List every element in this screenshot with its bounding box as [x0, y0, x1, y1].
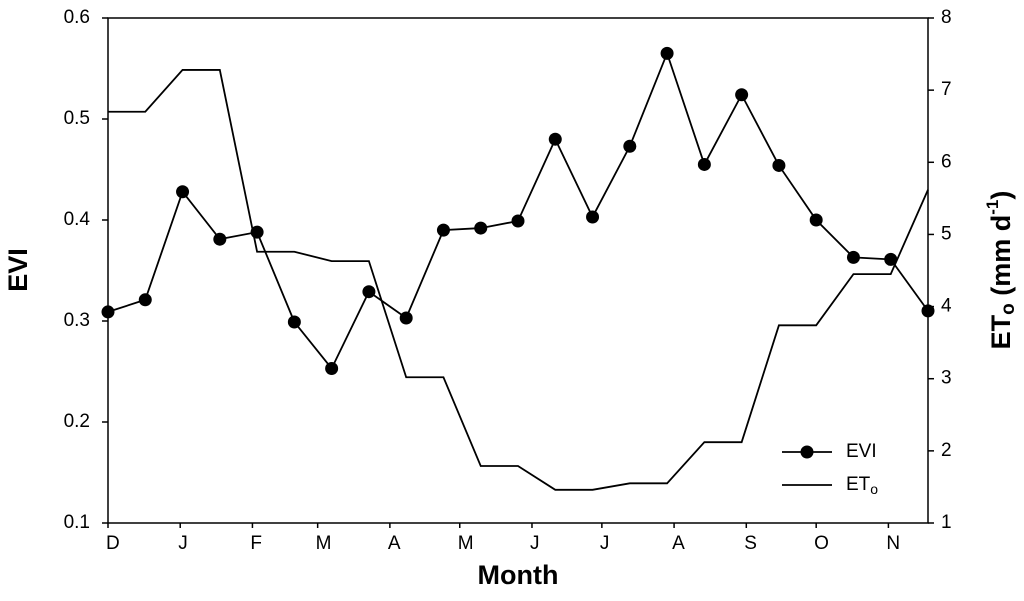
x-tick-label: A [388, 533, 401, 554]
y2-title-unit: (mm d [986, 215, 1016, 304]
series-line [107, 50, 929, 371]
marker [735, 88, 749, 102]
x-tick-label: N [886, 533, 900, 554]
marker [362, 285, 376, 299]
marker [660, 46, 674, 60]
marker [474, 221, 488, 235]
x-tick-label: D [106, 533, 120, 554]
legend-label-name: ET [846, 474, 871, 495]
marker [548, 132, 562, 146]
y2-title-end: ) [986, 191, 1016, 200]
x-tick-label: J [178, 533, 188, 554]
series-line [108, 69, 929, 491]
y2-tick-label: 3 [941, 368, 952, 389]
marker [101, 305, 115, 319]
marker [846, 250, 860, 264]
y2-tick-label: 8 [941, 7, 952, 28]
marker [399, 311, 413, 325]
marker [697, 157, 711, 171]
x-tick-label: A [672, 533, 685, 554]
marker [921, 304, 935, 318]
marker [884, 252, 898, 266]
y2-tick-label: 4 [941, 296, 952, 317]
x-axis-title: Month [478, 560, 559, 590]
x-tick-label: M [316, 533, 332, 554]
plot-frame [107, 17, 929, 524]
legend-label: ETo [846, 474, 878, 497]
marker [772, 158, 786, 172]
y2-title-sub: o [998, 303, 1019, 315]
x-tick-label: J [530, 533, 540, 554]
y-tick-label: 0.2 [64, 411, 90, 432]
y2-axis-title: ETo (mm d-1) [983, 191, 1019, 350]
legend-marker [800, 445, 814, 459]
y-tick-label: 0.6 [64, 7, 90, 28]
y2-tick-label: 5 [941, 223, 952, 244]
x-tick-label: O [814, 533, 829, 554]
marker [511, 214, 525, 228]
legend-label-sub: o [870, 481, 878, 497]
y-axis-title: EVI [3, 248, 33, 292]
x-tick-label: S [744, 533, 757, 554]
y-tick-label: 0.4 [64, 209, 91, 230]
marker [623, 139, 637, 153]
y-tick-label: 0.1 [64, 512, 90, 533]
marker [287, 315, 301, 329]
marker [436, 223, 450, 237]
y2-tick-label: 1 [941, 512, 952, 533]
y2-title-main: ET [986, 314, 1016, 349]
x-tick-label: F [250, 533, 262, 554]
marker [138, 293, 152, 307]
x-tick-label: M [458, 533, 474, 554]
x-tick-label: J [600, 533, 610, 554]
y-tick-label: 0.5 [64, 108, 90, 129]
y2-title-sup: -1 [983, 200, 1002, 215]
marker [586, 210, 600, 224]
y2-tick-label: 6 [941, 151, 952, 172]
marker [809, 213, 823, 227]
marker [213, 232, 227, 246]
marker [325, 361, 339, 375]
y2-tick-label: 2 [941, 440, 952, 461]
legend-label-name: EVI [846, 441, 877, 462]
y2-tick-label: 7 [941, 79, 952, 100]
y-tick-label: 0.3 [64, 310, 90, 331]
marker [176, 185, 190, 199]
legend-label: EVI [846, 441, 877, 462]
